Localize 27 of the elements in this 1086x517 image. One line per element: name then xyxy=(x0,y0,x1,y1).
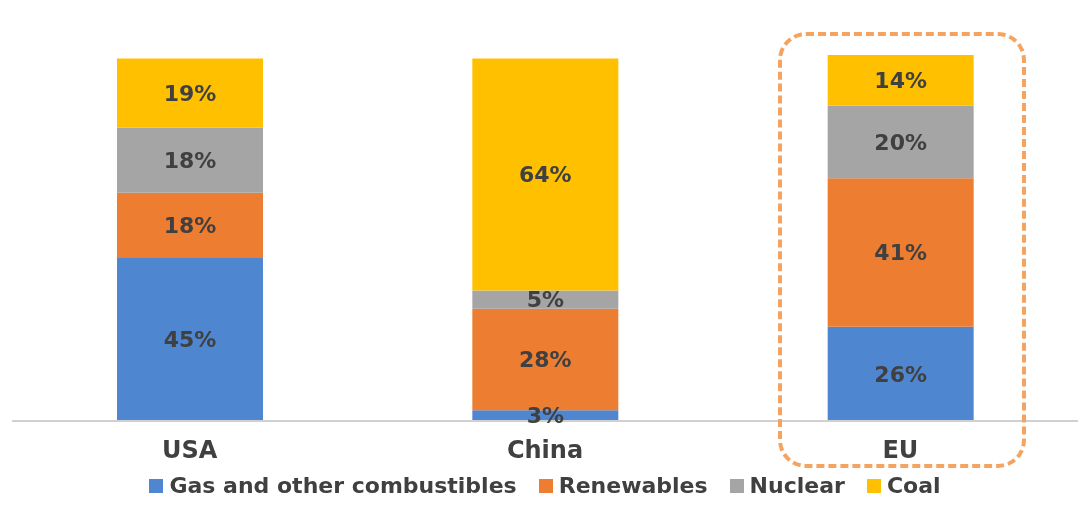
data-label: 45% xyxy=(163,327,217,353)
data-label: 18% xyxy=(163,213,217,239)
legend-label: Coal xyxy=(885,473,941,498)
bar xyxy=(117,127,263,193)
bar xyxy=(827,105,974,179)
bar xyxy=(117,58,263,128)
x-tick-label: China xyxy=(506,436,584,465)
legend-label: Renewables xyxy=(557,473,708,498)
bar xyxy=(117,192,263,258)
bar xyxy=(472,58,619,291)
data-label: 19% xyxy=(163,80,217,106)
legend-label: Nuclear xyxy=(748,473,845,498)
data-label: 28% xyxy=(519,347,572,373)
x-tick-label: EU xyxy=(882,436,919,465)
data-label: 18% xyxy=(163,147,217,173)
data-label: 41% xyxy=(874,240,927,266)
data-label: 26% xyxy=(874,361,927,387)
data-label: 14% xyxy=(874,68,927,94)
legend-label: Gas and other combustibles xyxy=(168,473,517,498)
bar xyxy=(827,178,974,327)
bar xyxy=(827,326,974,421)
data-label: 20% xyxy=(874,129,927,155)
data-label: 5% xyxy=(526,287,565,313)
bar xyxy=(827,55,974,106)
data-label: 64% xyxy=(519,162,572,188)
x-tick-label: USA xyxy=(161,436,218,465)
bar xyxy=(117,257,263,421)
